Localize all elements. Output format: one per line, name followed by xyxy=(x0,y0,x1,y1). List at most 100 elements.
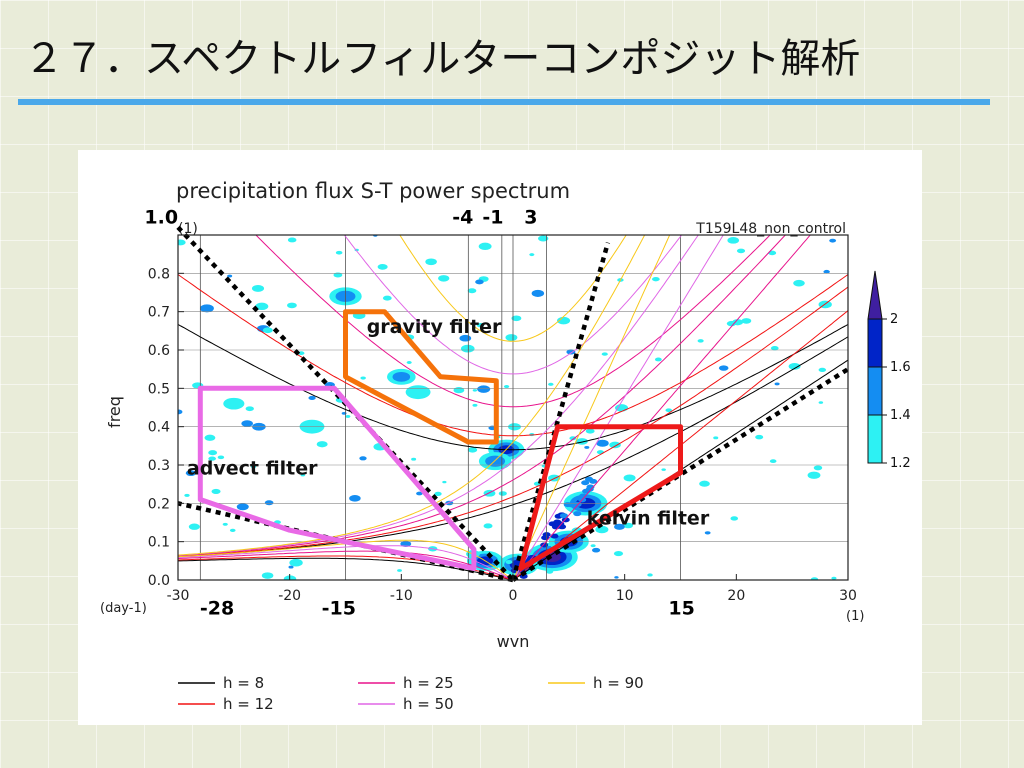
spectral-speckle xyxy=(382,295,392,301)
spectral-speckle xyxy=(241,420,253,427)
x-tick-label: 10 xyxy=(616,588,634,604)
spectral-speckle xyxy=(483,523,493,529)
kelvin-ridge-speck xyxy=(581,480,590,486)
spectral-speckle xyxy=(736,248,746,254)
spectral-speckle xyxy=(704,531,711,535)
spectral-speckle xyxy=(699,480,710,487)
y-tick-label: 0.5 xyxy=(148,381,170,397)
spectral-speckle xyxy=(397,569,402,572)
spectral-speckle xyxy=(529,253,535,257)
gravity-wave-curve xyxy=(178,323,848,451)
spectral-speckle xyxy=(590,544,596,548)
y-tick-label: 0.0 xyxy=(148,573,170,589)
spectral-speckle xyxy=(503,385,510,389)
rossby-wave-curve xyxy=(178,545,511,579)
spectral-speckle xyxy=(823,269,830,274)
gravity-filter-label: gravity filter xyxy=(367,316,502,338)
legend: h = 8 h = 12 h = 25 h = 50 h = 90 xyxy=(178,674,644,713)
spectral-speckle xyxy=(769,459,777,464)
spectral-peak xyxy=(223,397,245,410)
mixed-rossby-gravity-curve xyxy=(178,235,787,557)
spectral-speckle xyxy=(472,403,478,407)
spectral-speckle xyxy=(478,242,492,251)
kelvin-ridge-speck xyxy=(557,523,566,529)
y-tick-label: 0.2 xyxy=(148,496,170,512)
spectral-speckle xyxy=(788,362,801,370)
colorbar-segment xyxy=(867,366,883,416)
spectral-speckle xyxy=(569,436,577,441)
gravity-wave-curve xyxy=(178,274,848,437)
x-tick-label: 0 xyxy=(509,588,518,604)
spectral-speckle xyxy=(425,258,437,266)
spectral-peak xyxy=(405,385,431,400)
rossby-wave-curve xyxy=(178,539,511,579)
spectral-speckle xyxy=(184,493,190,497)
advect-filter-label: advect filter xyxy=(187,458,318,480)
spectral-speckle xyxy=(601,352,608,356)
spectral-speckle xyxy=(467,447,478,453)
spectral-speckle xyxy=(768,250,777,256)
spectral-speckle xyxy=(545,569,554,574)
spectral-speckle xyxy=(813,465,823,471)
spectral-speckle xyxy=(770,345,779,351)
spectral-speckle xyxy=(713,436,719,440)
gravity-wave-curve xyxy=(343,235,683,375)
spectral-speckle xyxy=(287,302,297,309)
kelvin-ridge-speck xyxy=(519,573,528,579)
y-tick-label: 0.3 xyxy=(148,458,170,474)
spectral-speckle xyxy=(793,279,805,287)
spectral-speckle xyxy=(818,401,824,404)
spectral-peak xyxy=(392,371,411,382)
spectral-speckle xyxy=(511,315,522,322)
annotation-label: -1 xyxy=(482,207,503,229)
spectral-speckle xyxy=(438,275,450,282)
gravity-filter-outline xyxy=(343,309,499,445)
run-label: T159L48_non_control xyxy=(695,221,846,237)
gravity-wave-curve xyxy=(255,235,771,408)
spectral-speckle xyxy=(245,406,254,412)
spectral-speckle xyxy=(406,361,412,364)
spectral-speckle xyxy=(774,382,780,386)
colorbar-label: 2 xyxy=(890,312,898,327)
spectral-speckle xyxy=(289,558,303,567)
spectral-speckle xyxy=(584,445,590,449)
spectral-speckle xyxy=(615,404,629,412)
spectral-speckle xyxy=(416,491,423,496)
spectral-speckle xyxy=(505,560,513,565)
spectral-speckle xyxy=(434,491,442,496)
y-tick-label: 0.7 xyxy=(148,305,170,321)
spectral-speckle xyxy=(566,349,576,355)
spectral-speckle xyxy=(623,474,636,482)
spectral-speckle xyxy=(652,276,660,282)
spectral-speckle xyxy=(188,523,200,530)
spectral-speckle xyxy=(614,576,619,579)
title-underline xyxy=(18,99,990,105)
annotation-label: 15 xyxy=(668,598,694,620)
spectral-speckle xyxy=(810,577,819,580)
dispersion-curves xyxy=(178,235,848,580)
spectral-speckle xyxy=(818,367,827,372)
spectral-speckle xyxy=(185,470,197,477)
spectral-speckle xyxy=(829,238,837,243)
x-tick-label: 30 xyxy=(839,588,857,604)
annotations: 1.0 -4 -1 3 -28 -15 15 xyxy=(144,207,694,620)
spectral-speckle xyxy=(614,523,625,530)
colorbar-segment xyxy=(867,318,883,368)
spectral-speckle xyxy=(333,272,343,278)
spectral-speckle xyxy=(697,339,704,343)
spectral-speckle xyxy=(178,239,186,246)
colorbar-arrow xyxy=(867,270,883,320)
legend-entry: h = 90 xyxy=(593,674,644,692)
spectral-speckle xyxy=(741,318,752,324)
spectral-speckle xyxy=(732,319,744,326)
mixed-rossby-gravity-curve xyxy=(178,235,699,556)
legend-entry: h = 50 xyxy=(403,695,454,713)
spectral-speckle xyxy=(661,468,666,471)
spectral-speckle xyxy=(199,304,214,313)
power-spectrum-chart: precipitation flux S-T power spectrum T1… xyxy=(100,179,911,713)
annotation-label: -15 xyxy=(322,598,356,620)
spectral-speckle xyxy=(477,385,491,393)
annotation-label: -4 xyxy=(452,207,473,229)
spectral-speckle xyxy=(467,288,477,294)
spectral-speckle xyxy=(255,302,269,311)
